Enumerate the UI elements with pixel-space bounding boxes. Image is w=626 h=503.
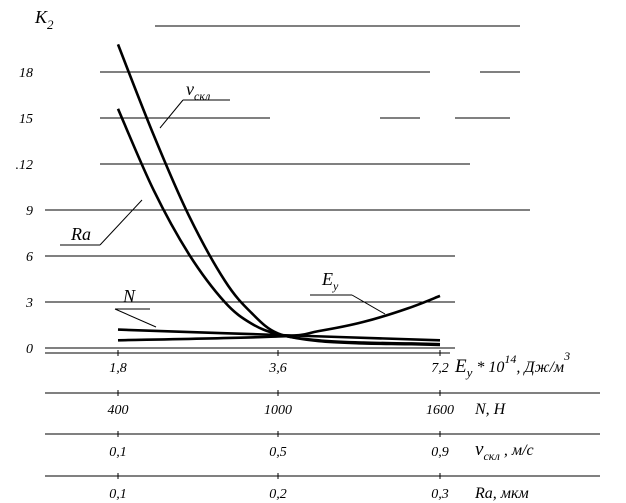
x-tick-label: 0,5 — [269, 445, 287, 460]
series-label-v: vскл — [159, 79, 230, 129]
label-leader — [99, 199, 143, 246]
x-tick-label: 0,1 — [109, 487, 127, 502]
x-axis-n: 400 1000 1600 N, Н — [45, 390, 600, 418]
ey-label-units: , Дж/м — [516, 359, 564, 376]
v-label-sub: скл — [483, 449, 499, 463]
x-axis-label-n: N, Н — [474, 401, 507, 418]
y-tick-label: 9 — [26, 204, 33, 219]
label-leader — [159, 99, 184, 129]
label-leader — [114, 308, 157, 328]
series-line-ra — [116, 108, 441, 347]
x-tick-label: 1,8 — [109, 361, 127, 376]
series-label-n: N — [114, 286, 157, 328]
x-axis-label-ey: Ey * 1014, Дж/м3 — [454, 349, 570, 380]
y-tick-label: 3 — [25, 296, 33, 311]
x-tick-label: 7,2 — [431, 361, 449, 376]
gridlines — [45, 25, 530, 349]
x-tick-label: 1600 — [426, 403, 454, 418]
label-leader — [351, 294, 386, 315]
series-label-main: E — [321, 269, 333, 289]
x-tick-label: 0,9 — [431, 445, 449, 460]
y-tick-label: 15 — [19, 112, 33, 127]
y-axis-label-main: K — [34, 7, 48, 27]
v-label-rest: , м/с — [500, 442, 534, 459]
y-tick-label: .12 — [16, 158, 34, 173]
x-axes: 1,8 3,6 7,2 Ey * 1014, Дж/м3 400 1000 1600 N, Н… — [45, 349, 600, 502]
ey-label-sub: y — [465, 365, 473, 380]
series-group — [116, 43, 441, 347]
ey-label-main: E — [454, 356, 467, 377]
x-tick-label: 0,3 — [431, 487, 449, 502]
x-axis-ra: 0,1 0,2 0,3 Ra, мкм — [45, 473, 600, 502]
series-label-text: N — [122, 286, 136, 306]
x-axis-ey: 1,8 3,6 7,2 Ey * 1014, Дж/м3 — [45, 349, 570, 380]
x-tick-label: 400 — [108, 403, 129, 418]
x-tick-label: 3,6 — [268, 361, 287, 376]
series-line-n — [117, 328, 441, 342]
v-label-main: v — [475, 439, 484, 460]
series-line-e — [117, 294, 441, 342]
series-label-sub: скл — [194, 89, 210, 103]
ey-label-units-sup: 3 — [563, 349, 570, 363]
series-label-e: Ey — [310, 269, 386, 315]
x-tick-label: 1000 — [264, 403, 292, 418]
series-label-ra: Ra — [60, 199, 143, 246]
y-tick-label: 6 — [26, 250, 33, 265]
y-tick-label: 18 — [19, 66, 33, 81]
x-axis-label-ra: Ra, мкм — [474, 485, 529, 502]
series-label-main: Ra — [70, 224, 91, 244]
series-label-main: v — [186, 79, 194, 99]
x-axis-label-v: vскл , м/с — [475, 439, 534, 463]
series-label-main: N — [122, 286, 136, 306]
series-label-text: Ra — [70, 224, 91, 244]
x-tick-label: 0,1 — [109, 445, 127, 460]
series-labels: vскл Ra N Ey — [60, 79, 386, 328]
ey-label-rest: * 10 — [472, 359, 504, 376]
y-axis-label-sub: 2 — [47, 17, 54, 32]
y-axis-label: K2 — [34, 7, 54, 32]
y-axis: 0 3 6 9 .12 15 18 K2 — [16, 7, 55, 357]
x-tick-label: 0,2 — [269, 487, 287, 502]
x-axis-v: 0,1 0,5 0,9 vскл , м/с — [45, 431, 600, 463]
y-tick-label: 0 — [26, 342, 33, 357]
series-label-text: Ey — [321, 269, 339, 293]
ey-label-sup: 14 — [504, 352, 516, 366]
series-label-text: vскл — [186, 79, 210, 103]
series-label-sub: y — [332, 279, 339, 293]
series-line-v — [116, 43, 441, 346]
